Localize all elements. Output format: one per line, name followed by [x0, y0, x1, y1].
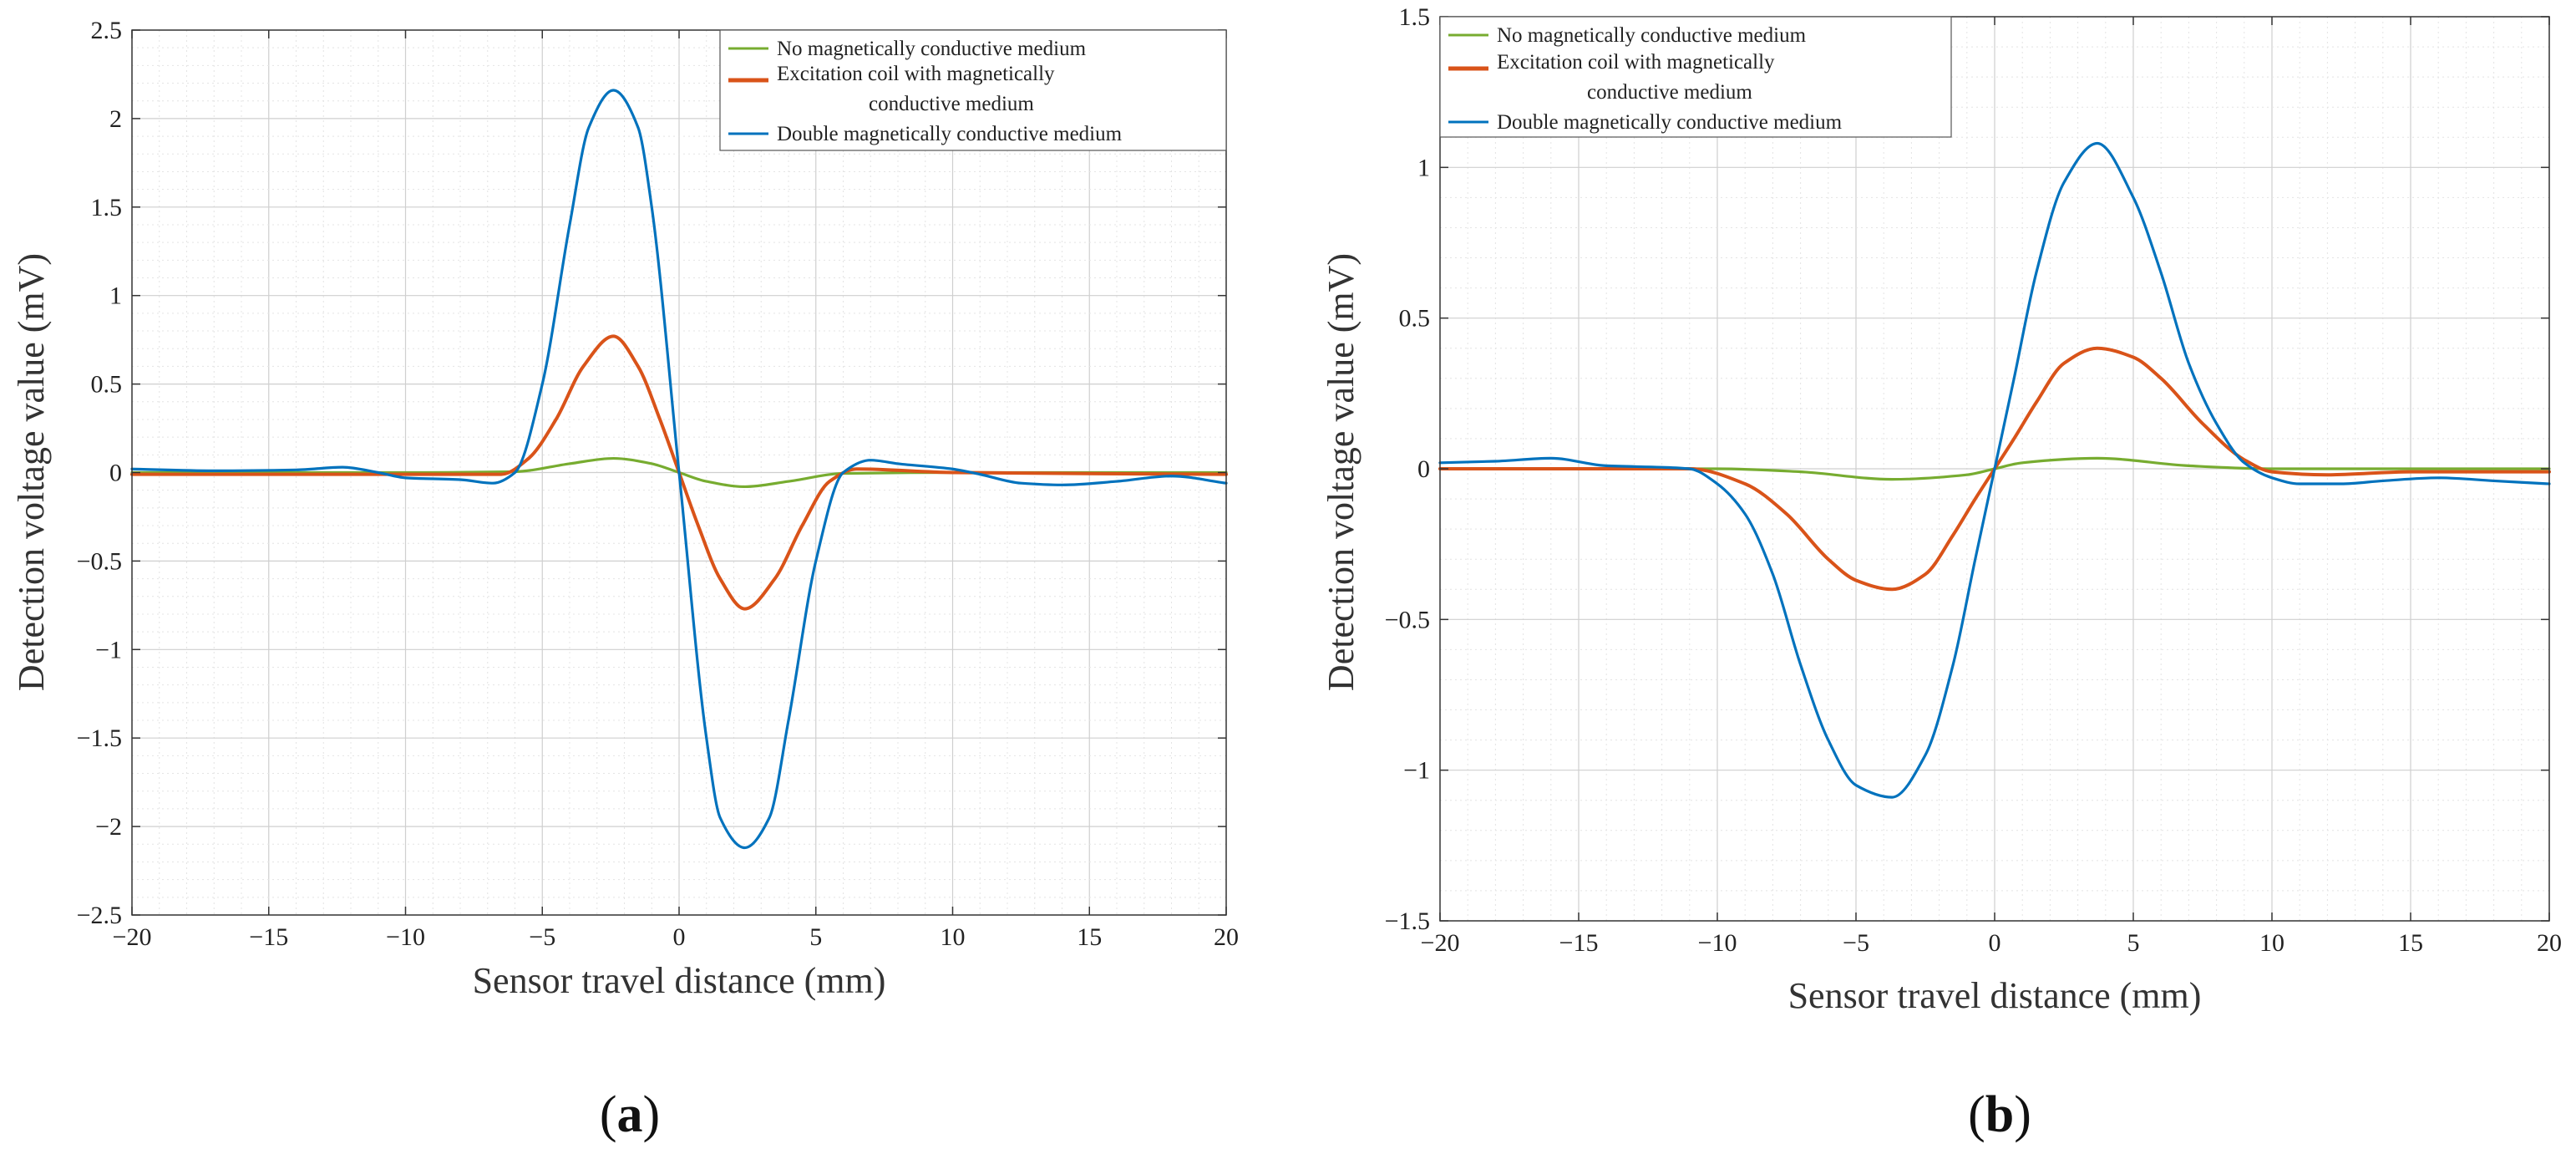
y-tick-label: −1.5 — [1385, 907, 1430, 935]
y-tick-label: −1 — [1403, 757, 1430, 785]
x-tick-label: 5 — [809, 923, 822, 951]
x-tick-label: 15 — [1077, 923, 1102, 951]
legend-entry-a-2: Double magnetically conductive medium — [777, 123, 1123, 145]
panel-label-b: (b) — [1968, 1086, 2031, 1143]
series-line-a-2 — [130, 89, 1228, 850]
y-tick-label: 1.5 — [91, 194, 123, 221]
y-tick-label: −0.5 — [77, 547, 122, 575]
legend-entry-a-1-line-2: conductive medium — [869, 93, 1034, 115]
y-tick-label: −2 — [95, 813, 122, 841]
x-tick-label: −5 — [529, 923, 555, 951]
x-tick-label: 5 — [2127, 929, 2140, 957]
series-group-a — [130, 89, 1228, 850]
series-group-b — [1438, 141, 2551, 799]
panel-label-a-letter: a — [617, 1086, 643, 1143]
x-tick-label: 15 — [2398, 929, 2423, 957]
y-axis-label-a: Detection voltage value (mV) — [11, 253, 52, 691]
x-tick-label: 10 — [2259, 929, 2284, 957]
x-tick-label: −5 — [1843, 929, 1869, 957]
x-tick-label: −15 — [249, 923, 288, 951]
x-axis-label-b: Sensor travel distance (mm) — [1788, 975, 2202, 1016]
x-tick-label: −20 — [113, 923, 152, 951]
y-tick-label: 2.5 — [91, 17, 123, 44]
x-tick-label: −10 — [386, 923, 425, 951]
y-tick-label: −0.5 — [1385, 606, 1430, 633]
legend-entry-a-0: No magnetically conductive medium — [777, 38, 1087, 60]
series-line-b-2 — [1438, 141, 2551, 799]
ticks-a: −20 −15 −10 −5 0 5 10 15 20 −2.5 −2 −1.5 −1 −0.5 0 0.5 1… — [77, 17, 1239, 951]
legend-b: No magnetically conductive medium Excita… — [1439, 16, 1952, 138]
series-line-b-1 — [1438, 346, 2551, 592]
y-tick-label: −1.5 — [77, 724, 122, 752]
chart-panel-b: −20 −15 −10 −5 0 5 10 15 20 −1.5 −1 −0.5 0 0.5 1 1.5 Se… — [1321, 3, 2562, 1143]
y-tick-label: 1.5 — [1399, 3, 1431, 31]
grid-b — [1440, 17, 2549, 921]
y-tick-label: −1 — [95, 636, 122, 663]
x-tick-label: 0 — [673, 923, 686, 951]
y-tick-label: 0.5 — [91, 371, 123, 399]
chart-panel-a: −20 −15 −10 −5 0 5 10 15 20 −2.5 −2 −1.5 −1 −0.5 0 0.5 1… — [11, 17, 1239, 1143]
y-tick-label: 0 — [1417, 455, 1430, 483]
y-tick-label: 2 — [109, 105, 122, 133]
x-tick-label: −20 — [1421, 929, 1460, 957]
y-tick-label: 0 — [109, 460, 122, 487]
x-tick-label: 0 — [1989, 929, 2001, 957]
y-axis-label-b: Detection voltage value (mV) — [1321, 253, 1362, 691]
legend-a: No magnetically conductive medium Excita… — [719, 29, 1227, 151]
x-tick-label: 20 — [1214, 923, 1239, 951]
legend-box-b — [1439, 16, 1952, 138]
y-tick-label: 0.5 — [1399, 305, 1431, 333]
y-tick-label: 1 — [1417, 154, 1430, 181]
panel-label-b-letter: b — [1985, 1086, 2014, 1143]
x-tick-label: 10 — [941, 923, 966, 951]
y-tick-label: 1 — [109, 282, 122, 310]
legend-entry-b-1-line-1: Excitation coil with magnetically — [1497, 51, 1775, 74]
legend-box-a — [719, 29, 1227, 151]
panel-label-a: (a) — [600, 1086, 660, 1143]
legend-entry-b-0: No magnetically conductive medium — [1497, 24, 1807, 47]
legend-entry-b-1-line-2: conductive medium — [1587, 81, 1752, 104]
y-tick-label: −2.5 — [77, 902, 122, 929]
x-tick-label: −15 — [1559, 929, 1599, 957]
x-axis-label-a: Sensor travel distance (mm) — [473, 960, 886, 1001]
legend-entry-a-1-line-1: Excitation coil with magnetically — [777, 63, 1055, 85]
x-tick-label: −10 — [1698, 929, 1737, 957]
x-tick-label: 20 — [2537, 929, 2562, 957]
legend-entry-b-2: Double magnetically conductive medium — [1497, 111, 1843, 134]
